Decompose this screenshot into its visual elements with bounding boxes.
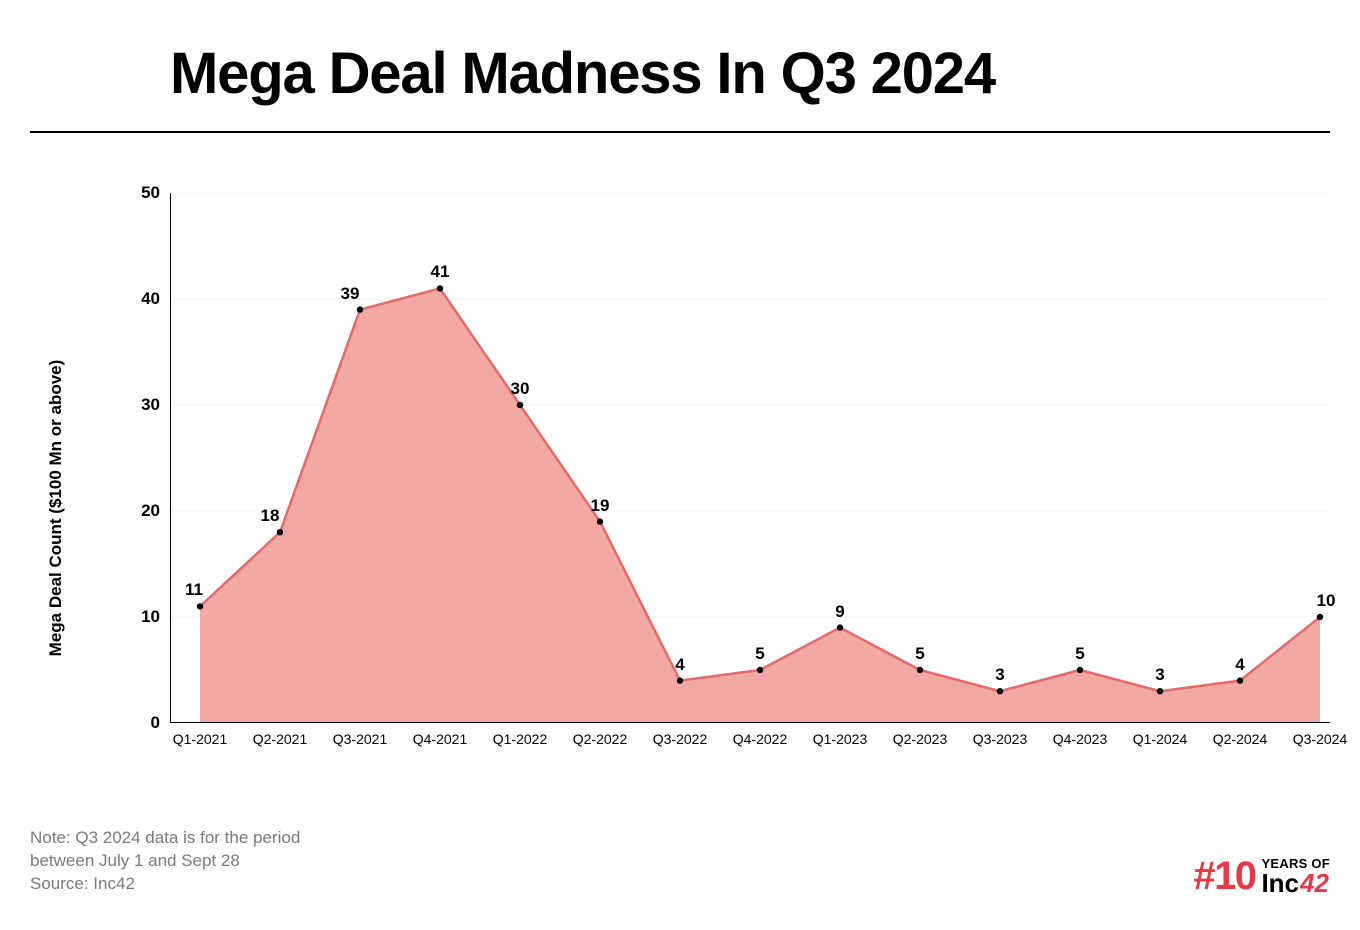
x-tick-label: Q2-2021 (253, 731, 307, 747)
x-tick-label: Q2-2022 (573, 731, 627, 747)
y-tick-label: 0 (151, 713, 160, 733)
y-tick-label: 10 (141, 607, 160, 627)
data-point-label: 3 (1155, 665, 1164, 685)
x-tick-label: Q2-2023 (893, 731, 947, 747)
logo-inc42: Inc42 (1261, 870, 1330, 896)
data-point-label: 19 (591, 496, 610, 516)
y-tick-label: 20 (141, 501, 160, 521)
x-tick-label: Q2-2024 (1213, 731, 1267, 747)
data-point-label: 30 (511, 379, 530, 399)
footnote-line-3: Source: Inc42 (30, 874, 135, 893)
y-tick-label: 30 (141, 395, 160, 415)
brand-logo: #10 YEARS OF Inc42 (1194, 856, 1331, 896)
x-tick-label: Q3-2022 (653, 731, 707, 747)
data-point-label: 41 (431, 262, 450, 282)
data-point-label: 11 (185, 580, 203, 600)
y-tick-label: 40 (141, 289, 160, 309)
x-tick-label: Q3-2024 (1293, 731, 1347, 747)
data-point-label: 4 (1235, 655, 1244, 675)
footnote-line-2: between July 1 and Sept 28 (30, 851, 240, 870)
data-point-label: 18 (261, 506, 280, 526)
data-point-label: 5 (915, 644, 924, 664)
data-point-label: 5 (1075, 644, 1084, 664)
footer: Note: Q3 2024 data is for the period bet… (30, 816, 1330, 896)
x-tick-label: Q3-2023 (973, 731, 1027, 747)
logo-brand-suffix: 42 (1300, 870, 1329, 896)
x-tick-label: Q4-2023 (1053, 731, 1107, 747)
x-tick-label: Q3-2021 (333, 731, 387, 747)
x-tick-label: Q1-2023 (813, 731, 867, 747)
logo-hash-10: #10 (1194, 856, 1256, 896)
data-point-label: 4 (675, 655, 684, 675)
y-axis-label: Mega Deal Count ($100 Mn or above) (46, 360, 66, 657)
data-point-label: 9 (835, 602, 844, 622)
page-title: Mega Deal Madness In Q3 2024 (170, 40, 1330, 107)
footnote: Note: Q3 2024 data is for the period bet… (30, 827, 300, 896)
logo-brand-text: Inc (1261, 870, 1299, 896)
x-tick-label: Q4-2022 (733, 731, 787, 747)
chart-plot (170, 193, 1330, 723)
x-tick-label: Q4-2021 (413, 731, 467, 747)
title-block: Mega Deal Madness In Q3 2024 (30, 30, 1330, 133)
data-point-label: 10 (1317, 591, 1336, 611)
data-point-label: 3 (995, 665, 1004, 685)
data-point-label: 5 (755, 644, 764, 664)
x-tick-label: Q1-2024 (1133, 731, 1187, 747)
data-point-label: 39 (341, 284, 360, 304)
chart-area: Mega Deal Count ($100 Mn or above) 0 10 20… (30, 173, 1330, 793)
x-tick-label: Q1-2022 (493, 731, 547, 747)
x-tick-label: Q1-2021 (173, 731, 227, 747)
footnote-line-1: Note: Q3 2024 data is for the period (30, 828, 300, 847)
y-tick-label: 50 (141, 183, 160, 203)
